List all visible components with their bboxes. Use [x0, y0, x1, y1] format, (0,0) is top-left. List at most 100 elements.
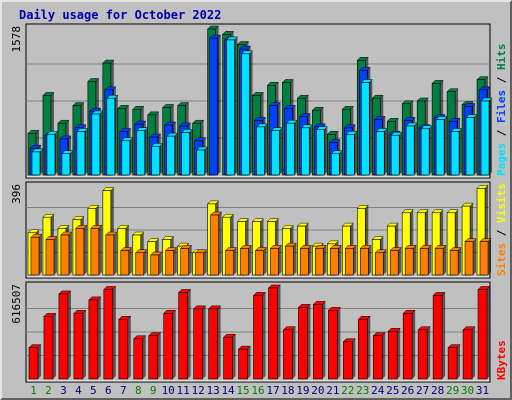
bar-kbytes-day-23 — [357, 316, 371, 380]
bar-sites-day-6-side — [113, 232, 117, 275]
bar-sites-day-12-side — [203, 249, 207, 275]
bar-pages-day-15-front — [241, 53, 250, 176]
bar-kbytes-day-25 — [387, 327, 401, 380]
bar-pages-day-20-side — [324, 126, 328, 175]
bar-sites-day-20-front — [315, 248, 324, 276]
bar-sites-day-22-front — [345, 248, 354, 276]
bar-sites-day-23-side — [368, 245, 372, 275]
bar-pages-day-28 — [435, 116, 448, 176]
bar-pages-day-6 — [106, 94, 119, 176]
bar-sites-day-21-side — [338, 245, 342, 275]
bar-kbytes-day-20-side — [322, 301, 326, 379]
bar-pages-day-14-front — [226, 39, 235, 176]
bar-sites-day-23-front — [359, 248, 369, 276]
bar-pages-day-11 — [181, 129, 194, 176]
bar-sites-day-10-front — [165, 250, 175, 276]
bar-pages-day-6-front — [106, 97, 116, 176]
bar-sites-day-11 — [180, 245, 193, 276]
bar-kbytes-day-5-side — [97, 296, 101, 379]
bar-kbytes-day-7-side — [127, 316, 131, 379]
legend-kbytes: KBytes — [495, 340, 508, 380]
bar-sites-day-6-front — [105, 234, 115, 276]
bar-pages-day-22-side — [354, 131, 358, 175]
bar-pages-day-25 — [390, 131, 403, 176]
bar-pages-day-8-front — [136, 130, 146, 176]
bar-sites-day-15-front — [240, 248, 249, 276]
bar-pages-day-14-side — [234, 36, 238, 175]
bar-kbytes-day-23-side — [367, 316, 371, 379]
bar-pages-day-22-front — [346, 133, 355, 176]
bar-kbytes-day-26 — [402, 310, 416, 380]
bar-sites-day-11-side — [188, 245, 192, 275]
day-label-3: 3 — [60, 384, 67, 397]
right-axis-label-2: Sites / Visits — [495, 183, 508, 276]
bar-sites-day-1-side — [39, 234, 42, 275]
bar-pages-day-25-front — [390, 134, 400, 176]
bar-sites-day-6 — [105, 231, 118, 276]
bar-sites-day-31 — [479, 238, 492, 276]
bar-pages-day-10-front — [166, 135, 176, 176]
bar-sites-day-8 — [135, 249, 148, 276]
bar-kbytes-day-2-side — [52, 313, 56, 379]
bar-kbytes-day-12-side — [202, 305, 206, 379]
bar-pages-day-16 — [255, 123, 269, 176]
legend-sites: Sites — [495, 243, 508, 276]
bar-pages-day-29 — [450, 128, 463, 176]
bar-kbytes-day-8-front — [133, 338, 144, 380]
bar-pages-day-24-front — [375, 131, 385, 176]
bar-pages-day-30 — [465, 114, 478, 176]
bar-kbytes-day-18 — [282, 326, 297, 380]
bar-kbytes-day-31 — [477, 286, 491, 380]
bar-kbytes-day-30 — [462, 326, 476, 380]
bar-sites-day-19-side — [308, 245, 312, 275]
bar-sites-day-27-side — [428, 245, 432, 275]
bar-kbytes-day-11 — [178, 289, 192, 380]
bar-kbytes-day-12-front — [193, 308, 203, 380]
bar-kbytes-day-15 — [237, 345, 252, 380]
bar-pages-day-3-front — [61, 153, 71, 176]
bar-sites-day-16-front — [255, 250, 264, 276]
bar-pages-day-31 — [480, 97, 493, 176]
bar-sites-day-5-front — [90, 228, 100, 276]
bar-kbytes-day-2 — [43, 313, 57, 380]
bar-sites-day-9 — [150, 251, 163, 276]
bar-pages-day-27-side — [429, 125, 433, 175]
bar-pages-day-4 — [76, 128, 89, 176]
bar-pages-day-4-front — [76, 131, 86, 176]
bar-kbytes-day-29-side — [457, 344, 461, 379]
bar-pages-day-17-front — [271, 130, 280, 176]
bar-sites-day-31-side — [488, 238, 492, 275]
bar-sites-day-4-front — [75, 228, 85, 276]
bar-pages-day-15-side — [249, 50, 253, 175]
bar-sites-day-16-side — [263, 247, 267, 275]
bar-sites-day-12 — [195, 249, 208, 276]
bar-kbytes-day-16 — [252, 292, 267, 380]
bar-sites-day-24-front — [374, 252, 384, 276]
bar-pages-day-26-front — [405, 125, 415, 176]
bar-pages-day-18-front — [286, 122, 295, 176]
bar-kbytes-day-14 — [222, 333, 237, 380]
bar-sites-day-16 — [254, 247, 268, 276]
bar-pages-day-23 — [360, 79, 373, 176]
bar-kbytes-day-5-front — [88, 299, 99, 380]
bar-sites-day-20 — [314, 245, 327, 276]
bar-pages-day-10-side — [174, 133, 178, 175]
bar-sites-day-2 — [45, 236, 58, 276]
bar-kbytes-day-11-front — [178, 292, 188, 380]
bar-sites-day-28 — [434, 245, 447, 276]
bar-sites-day-15-side — [248, 245, 252, 275]
bar-kbytes-day-17 — [267, 284, 282, 380]
bar-files-day-13-side — [217, 35, 221, 176]
day-label-23: 23 — [356, 384, 369, 397]
bar-kbytes-day-28-front — [432, 295, 443, 380]
bar-sites-day-29-front — [449, 250, 459, 276]
bar-sites-day-3-front — [60, 234, 70, 276]
bar-kbytes-day-28-side — [442, 292, 446, 379]
bar-sites-day-30-front — [464, 241, 474, 276]
bar-sites-day-18-front — [285, 245, 294, 276]
day-label-12: 12 — [192, 384, 205, 397]
bar-sites-day-18 — [284, 242, 298, 276]
y-max-label-1: 1578 — [10, 26, 23, 53]
bar-sites-day-27 — [419, 245, 432, 276]
bar-pages-day-3 — [61, 150, 74, 176]
